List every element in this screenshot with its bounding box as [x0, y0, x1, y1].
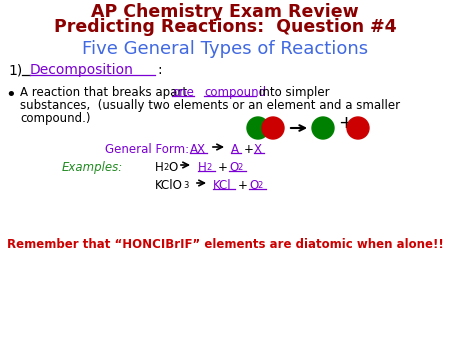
Text: +: +	[338, 114, 353, 132]
Text: one: one	[172, 86, 194, 99]
Text: Decomposition: Decomposition	[30, 63, 134, 77]
Text: substances,  (usually two elements or an element and a smaller: substances, (usually two elements or an …	[20, 99, 400, 112]
Text: General Form:: General Form:	[105, 143, 189, 156]
Text: compound.): compound.)	[20, 112, 90, 125]
Text: 3: 3	[183, 181, 189, 190]
Text: 2: 2	[206, 163, 211, 172]
Text: O: O	[229, 161, 238, 174]
Text: +: +	[244, 143, 254, 156]
Circle shape	[347, 117, 369, 139]
Text: H: H	[198, 161, 207, 174]
Text: AX: AX	[190, 143, 206, 156]
Circle shape	[262, 117, 284, 139]
Text: KCl: KCl	[213, 179, 232, 192]
Text: •: •	[5, 86, 16, 104]
Text: 2: 2	[237, 163, 242, 172]
Text: 2: 2	[257, 181, 262, 190]
Text: O: O	[249, 179, 258, 192]
Text: Examples:: Examples:	[62, 161, 123, 174]
Text: KClO: KClO	[155, 179, 183, 192]
Text: H: H	[155, 161, 164, 174]
Text: A reaction that breaks apart: A reaction that breaks apart	[20, 86, 191, 99]
Text: into simpler: into simpler	[259, 86, 329, 99]
Circle shape	[312, 117, 334, 139]
Text: 1): 1)	[8, 63, 22, 77]
Text: :: :	[157, 63, 162, 77]
Text: O: O	[168, 161, 177, 174]
Text: compound: compound	[204, 86, 266, 99]
Text: A: A	[231, 143, 239, 156]
Text: X: X	[254, 143, 262, 156]
Circle shape	[247, 117, 269, 139]
Text: 2: 2	[163, 163, 168, 172]
Text: +: +	[238, 179, 248, 192]
Text: Predicting Reactions:  Question #4: Predicting Reactions: Question #4	[54, 18, 396, 36]
Text: Remember that “HONCIBrIF” elements are diatomic when alone!!: Remember that “HONCIBrIF” elements are d…	[7, 238, 443, 251]
Text: AP Chemistry Exam Review: AP Chemistry Exam Review	[91, 3, 359, 21]
Text: Five General Types of Reactions: Five General Types of Reactions	[82, 40, 368, 58]
Text: +: +	[218, 161, 228, 174]
